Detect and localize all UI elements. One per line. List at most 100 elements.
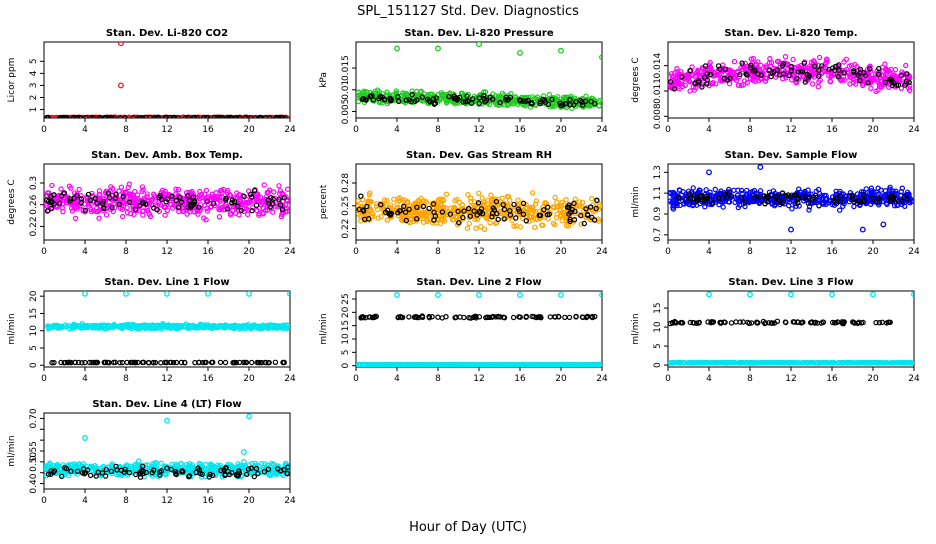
y-axis-label: degrees C: [631, 57, 641, 102]
x-tick-label: 12: [473, 247, 484, 257]
x-tick-label: 8: [435, 247, 441, 257]
y-tick-label: 0.005: [341, 99, 351, 125]
plot-area: [356, 191, 602, 232]
y-tick-label: 0.9: [653, 207, 663, 222]
x-axis-label: Hour of Day (UTC): [409, 520, 527, 535]
data-point: [223, 360, 227, 364]
data-point: [74, 216, 78, 220]
plot-area: [44, 182, 290, 222]
data-point: [205, 209, 209, 213]
x-tick-label: 20: [555, 374, 567, 384]
outlier-point: [881, 222, 886, 227]
data-point: [356, 199, 360, 203]
data-point: [531, 191, 535, 195]
data-point: [465, 226, 469, 230]
y-tick-label: 0.7: [653, 228, 663, 242]
data-point: [488, 221, 492, 225]
data-point: [392, 197, 396, 201]
x-tick-label: 0: [41, 247, 47, 257]
x-tick-label: 4: [706, 247, 712, 257]
x-tick-label: 20: [867, 125, 879, 135]
y-tick-label: 0.011: [653, 78, 663, 104]
panel-title: Stan. Dev. Amb. Box Temp.: [91, 150, 243, 161]
x-tick-label: 20: [867, 247, 879, 257]
y-tick-label: 0.3: [29, 176, 39, 190]
y-tick-label: 1.1: [653, 186, 663, 200]
outlier-point: [559, 48, 564, 53]
x-tick-label: 16: [826, 247, 838, 257]
data-point: [514, 216, 518, 220]
outlier-point: [861, 227, 866, 232]
data-point: [691, 186, 695, 190]
x-tick-label: 24: [908, 125, 920, 135]
data-point: [467, 221, 471, 225]
y-tick-label: 5: [29, 58, 39, 64]
y-axis-label: percent: [319, 184, 329, 219]
panel-title: Stan. Dev. Li-820 Pressure: [404, 28, 554, 39]
data-point: [688, 89, 692, 93]
panel-title: Stan. Dev. Li-820 Temp.: [724, 28, 857, 39]
outlier-point: [206, 292, 211, 297]
x-tick-label: 8: [123, 374, 129, 384]
x-tick-label: 24: [596, 374, 608, 384]
x-tick-label: 12: [785, 125, 796, 135]
y-tick-label: 15: [29, 308, 39, 319]
data-point: [518, 225, 522, 229]
data-point: [145, 192, 149, 196]
x-tick-label: 0: [353, 374, 359, 384]
data-point: [286, 187, 290, 191]
x-tick-label: 8: [123, 247, 129, 257]
x-tick-label: 8: [435, 125, 441, 135]
outlier-point: [119, 83, 124, 88]
y-tick-label: 0.22: [29, 216, 39, 236]
outlier-point: [247, 292, 252, 297]
x-tick-label: 8: [435, 374, 441, 384]
data-point: [818, 55, 822, 59]
data-point: [77, 187, 81, 191]
panel-title: Stan. Dev. Gas Stream RH: [406, 150, 552, 161]
data-point: [125, 206, 129, 210]
data-point: [721, 205, 725, 209]
outlier-point: [165, 292, 170, 297]
panel-title: Stan. Dev. Sample Flow: [725, 150, 858, 161]
x-tick-label: 16: [826, 125, 838, 135]
x-tick-label: 16: [202, 125, 214, 135]
data-point: [105, 213, 109, 217]
y-tick-label: 0: [29, 362, 39, 368]
x-tick-label: 4: [706, 125, 712, 135]
data-point: [218, 360, 222, 364]
x-tick-label: 4: [82, 374, 88, 384]
outlier-point: [789, 227, 794, 232]
data-point: [477, 191, 481, 195]
plot-area: [44, 41, 288, 121]
y-tick-label: 10: [29, 325, 39, 337]
y-axis-label: degrees C: [7, 179, 17, 224]
outlier-point: [477, 42, 482, 47]
data-point: [246, 212, 250, 216]
data-point: [555, 200, 559, 204]
y-tick-label: 0.008: [653, 103, 663, 129]
outlier-point: [518, 51, 523, 56]
y-tick-label: 2: [29, 95, 39, 101]
plot-area: [356, 293, 604, 367]
outlier-point: [707, 170, 712, 175]
main-title: SPL_151127 Std. Dev. Diagnostics: [357, 4, 579, 19]
plot-area: [668, 55, 912, 94]
x-tick-label: 20: [243, 125, 255, 135]
data-point: [590, 197, 594, 201]
y-tick-label: 5: [29, 345, 39, 351]
y-tick-label: 0: [341, 363, 351, 369]
x-tick-label: 16: [202, 247, 214, 257]
data-point: [271, 210, 275, 214]
x-tick-label: 20: [243, 247, 255, 257]
outlier-point: [436, 46, 441, 51]
y-tick-label: 0.26: [29, 194, 39, 214]
